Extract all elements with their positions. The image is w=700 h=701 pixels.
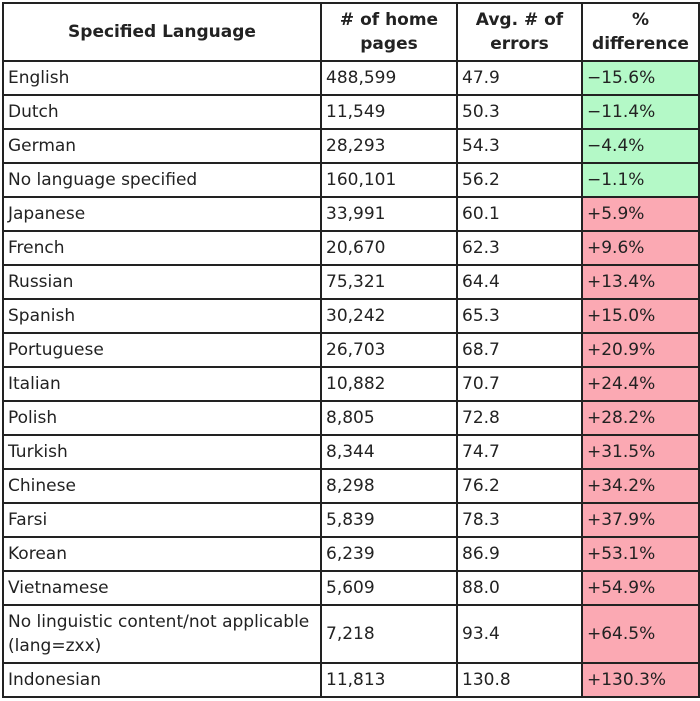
header-percent-difference: % difference	[581, 2, 700, 62]
avg-errors-cell: 130.8	[456, 662, 583, 698]
language-cell: Korean	[2, 536, 322, 572]
percent-difference-cell: +28.2%	[581, 400, 700, 436]
avg-errors-cell: 74.7	[456, 434, 583, 470]
table-row: Portuguese 26,703 68.7 +20.9%	[2, 332, 700, 368]
table-row: Turkish 8,344 74.7 +31.5%	[2, 434, 700, 470]
home-pages-cell: 26,703	[320, 332, 458, 368]
percent-difference-cell: +130.3%	[581, 662, 700, 698]
language-cell: Dutch	[2, 94, 322, 130]
table-row: Chinese 8,298 76.2 +34.2%	[2, 468, 700, 504]
language-cell: No linguistic content/not applicable (la…	[2, 604, 322, 664]
avg-errors-cell: 47.9	[456, 60, 583, 96]
percent-difference-cell: −4.4%	[581, 128, 700, 164]
avg-errors-cell: 76.2	[456, 468, 583, 504]
home-pages-cell: 11,813	[320, 662, 458, 698]
home-pages-cell: 11,549	[320, 94, 458, 130]
home-pages-cell: 160,101	[320, 162, 458, 198]
language-cell: Polish	[2, 400, 322, 436]
language-cell: Italian	[2, 366, 322, 402]
header-specified-language: Specified Language	[2, 2, 322, 62]
home-pages-cell: 75,321	[320, 264, 458, 300]
percent-difference-cell: +31.5%	[581, 434, 700, 470]
avg-errors-cell: 86.9	[456, 536, 583, 572]
home-pages-cell: 20,670	[320, 230, 458, 266]
avg-errors-cell: 56.2	[456, 162, 583, 198]
percent-difference-cell: +5.9%	[581, 196, 700, 232]
header-avg-errors: Avg. # of errors	[456, 2, 583, 62]
avg-errors-cell: 68.7	[456, 332, 583, 368]
language-cell: French	[2, 230, 322, 266]
percent-difference-cell: +9.6%	[581, 230, 700, 266]
table-row: Vietnamese 5,609 88.0 +54.9%	[2, 570, 700, 606]
home-pages-cell: 8,298	[320, 468, 458, 504]
language-cell: English	[2, 60, 322, 96]
percent-difference-cell: +24.4%	[581, 366, 700, 402]
header-home-pages: # of home pages	[320, 2, 458, 62]
language-cell: Russian	[2, 264, 322, 300]
table-row: Dutch 11,549 50.3 −11.4%	[2, 94, 700, 130]
home-pages-cell: 10,882	[320, 366, 458, 402]
table-row: Russian 75,321 64.4 +13.4%	[2, 264, 700, 300]
avg-errors-cell: 88.0	[456, 570, 583, 606]
table-row: No language specified 160,101 56.2 −1.1%	[2, 162, 700, 198]
avg-errors-cell: 72.8	[456, 400, 583, 436]
percent-difference-cell: +54.9%	[581, 570, 700, 606]
language-cell: Chinese	[2, 468, 322, 504]
home-pages-cell: 488,599	[320, 60, 458, 96]
table-row: Japanese 33,991 60.1 +5.9%	[2, 196, 700, 232]
home-pages-cell: 28,293	[320, 128, 458, 164]
table-row: English 488,599 47.9 −15.6%	[2, 60, 700, 96]
table-body: English 488,599 47.9 −15.6% Dutch 11,549 50.3−…	[2, 60, 700, 698]
language-cell: Indonesian	[2, 662, 322, 698]
percent-difference-cell: +64.5%	[581, 604, 700, 664]
avg-errors-cell: 78.3	[456, 502, 583, 538]
percent-difference-cell: +15.0%	[581, 298, 700, 334]
percent-difference-cell: −1.1%	[581, 162, 700, 198]
avg-errors-cell: 62.3	[456, 230, 583, 266]
avg-errors-cell: 50.3	[456, 94, 583, 130]
language-cell: Portuguese	[2, 332, 322, 368]
avg-errors-cell: 60.1	[456, 196, 583, 232]
avg-errors-cell: 54.3	[456, 128, 583, 164]
percent-difference-cell: −15.6%	[581, 60, 700, 96]
header-row: Specified Language # of home pages Avg. …	[2, 2, 700, 62]
percent-difference-cell: +13.4%	[581, 264, 700, 300]
home-pages-cell: 8,805	[320, 400, 458, 436]
home-pages-cell: 5,609	[320, 570, 458, 606]
percent-difference-cell: +34.2%	[581, 468, 700, 504]
language-cell: Vietnamese	[2, 570, 322, 606]
language-cell: Spanish	[2, 298, 322, 334]
language-cell: German	[2, 128, 322, 164]
table-row: Korean 6,239 86.9 +53.1%	[2, 536, 700, 572]
percent-difference-cell: +53.1%	[581, 536, 700, 572]
table-row: Farsi 5,839 78.3 +37.9%	[2, 502, 700, 538]
language-cell: Turkish	[2, 434, 322, 470]
language-cell: Japanese	[2, 196, 322, 232]
language-cell: Farsi	[2, 502, 322, 538]
home-pages-cell: 33,991	[320, 196, 458, 232]
table-row: Polish 8,805 72.8 +28.2%	[2, 400, 700, 436]
home-pages-cell: 5,839	[320, 502, 458, 538]
avg-errors-cell: 93.4	[456, 604, 583, 664]
percent-difference-cell: +20.9%	[581, 332, 700, 368]
table-row: Spanish 30,242 65.3 +15.0%	[2, 298, 700, 334]
table-row: Italian 10,882 70.7 +24.4%	[2, 366, 700, 402]
home-pages-cell: 8,344	[320, 434, 458, 470]
avg-errors-cell: 64.4	[456, 264, 583, 300]
home-pages-cell: 30,242	[320, 298, 458, 334]
table-row: No linguistic content/not applicable (la…	[2, 604, 700, 664]
table-row: German 28,293 54.3 −4.4%	[2, 128, 700, 164]
percent-difference-cell: +37.9%	[581, 502, 700, 538]
table-row: Indonesian 11,813 130.8 +130.3%	[2, 662, 700, 698]
avg-errors-cell: 70.7	[456, 366, 583, 402]
avg-errors-cell: 65.3	[456, 298, 583, 334]
home-pages-cell: 7,218	[320, 604, 458, 664]
home-pages-cell: 6,239	[320, 536, 458, 572]
language-cell: No language specified	[2, 162, 322, 198]
percent-difference-cell: −11.4%	[581, 94, 700, 130]
table-row: French 20,670 62.3 +9.6%	[2, 230, 700, 266]
table-header: Specified Language # of home pages Avg. …	[2, 2, 700, 62]
